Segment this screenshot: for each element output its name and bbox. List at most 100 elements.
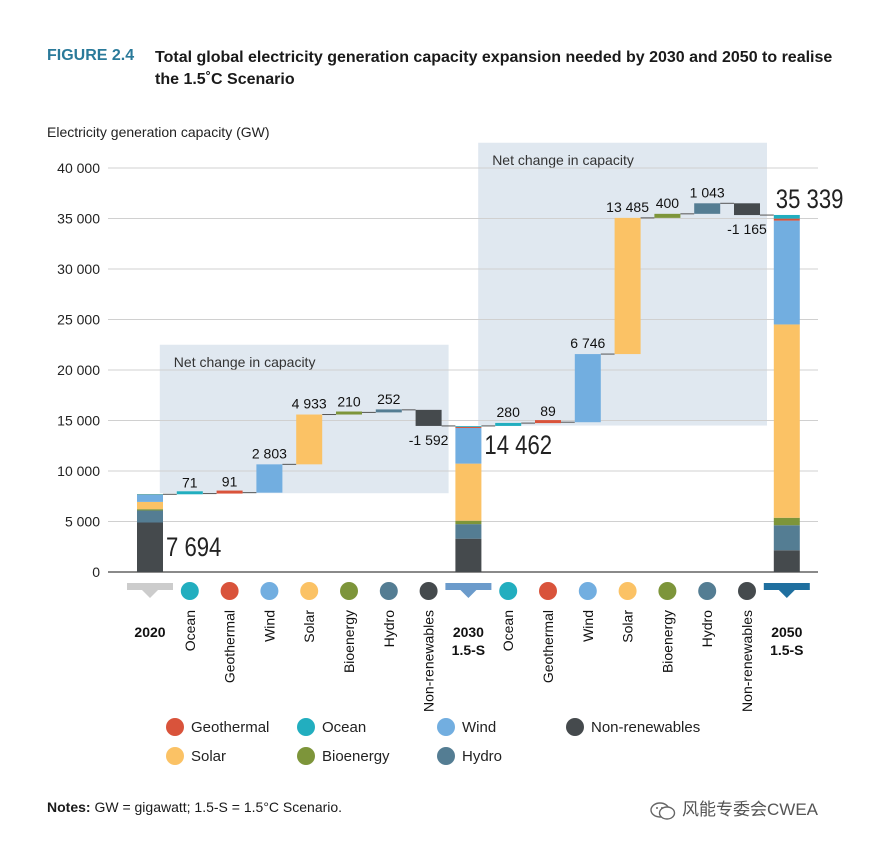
- y-tick-label: 30 000: [57, 261, 100, 277]
- total-marker-arrow-2050: [778, 590, 795, 598]
- change-bar-solar: [296, 414, 323, 465]
- total-marker-bar-2050: [763, 583, 810, 590]
- y-tick-label: 10 000: [57, 463, 100, 479]
- change-bar-ocean: [495, 422, 522, 426]
- legend-swatch-hydro: [437, 747, 455, 765]
- change-bar-bioenergy: [654, 213, 681, 218]
- change-bar-hydro: [375, 409, 402, 413]
- category-label: Wind: [261, 610, 277, 642]
- total-value-label: 7 694: [166, 533, 221, 563]
- y-tick-label: 40 000: [57, 160, 100, 176]
- total-bar-segment-bioenergy: [455, 520, 482, 525]
- total-bar-segment-ocean: [773, 214, 800, 219]
- category-marker-solar: [618, 582, 637, 600]
- legend-swatch-wind: [437, 718, 455, 736]
- legend-label: Non-renewables: [591, 719, 700, 736]
- total-bar-segment-nonrenewables: [773, 550, 800, 572]
- figure-label: FIGURE 2.4: [47, 47, 135, 64]
- category-marker-solar: [300, 582, 319, 600]
- category-label: Hydro: [699, 610, 715, 648]
- category-marker-wind: [578, 582, 597, 600]
- category-marker-bioenergy: [340, 582, 358, 600]
- total-bar-segment-nonrenewables: [137, 522, 163, 572]
- notes: Notes: GW = gigawatt; 1.5-S = 1.5°C Scen…: [47, 799, 342, 815]
- total-bar-segment-nonrenewables: [455, 538, 482, 572]
- category-marker-wind: [260, 582, 279, 600]
- total-value-label: 14 462: [484, 431, 552, 461]
- category-marker-nonrenewables: [738, 582, 756, 600]
- total-bar-segment-geothermal: [455, 426, 482, 428]
- category-marker-hydro: [379, 582, 398, 600]
- total-bar-segment-ocean: [455, 426, 482, 427]
- total-marker-bar-2030: [445, 583, 492, 590]
- change-value-label: 280: [497, 404, 521, 420]
- y-tick-label: 5 000: [65, 514, 100, 530]
- category-label: Ocean: [182, 610, 198, 651]
- y-tick-label: 25 000: [57, 312, 100, 328]
- change-bar-wind: [256, 464, 283, 493]
- legend-label: Wind: [462, 719, 496, 736]
- category-marker-bioenergy: [658, 582, 677, 600]
- change-value-label: 4 933: [292, 396, 327, 412]
- change-value-label: 1 043: [690, 184, 725, 200]
- legend-swatch-geothermal: [166, 718, 184, 736]
- total-bar-segment-hydro: [773, 525, 800, 551]
- legend-swatch-solar: [166, 747, 184, 765]
- total-bar-segment-bioenergy: [773, 517, 800, 526]
- y-axis-label: Electricity generation capacity (GW): [47, 124, 270, 140]
- change-value-label: 71: [182, 475, 198, 491]
- change-value-label: -1 592: [409, 432, 449, 448]
- change-bar-hydro: [694, 203, 721, 214]
- category-label: Bioenergy: [659, 610, 675, 673]
- category-label: Geothermal: [540, 610, 556, 683]
- total-bar-segment-solar: [773, 324, 800, 518]
- category-label: Hydro: [381, 610, 397, 648]
- change-bar-geothermal: [216, 490, 243, 494]
- category-marker-ocean: [499, 582, 518, 600]
- change-value-label: 89: [540, 403, 556, 419]
- total-value-label: 35 339: [776, 185, 844, 215]
- change-value-label: 252: [377, 391, 401, 407]
- change-value-label: 400: [656, 195, 680, 211]
- y-tick-label: 15 000: [57, 413, 100, 429]
- category-label: 2050: [771, 624, 802, 640]
- figure-title: Total global electricity generation capa…: [155, 49, 833, 88]
- category-sublabel: 1.5-S: [452, 642, 485, 658]
- category-label: Non-renewables: [739, 610, 755, 712]
- total-bar-segment-solar: [137, 501, 163, 510]
- net-change-panel-label-1: Net change in capacity: [174, 354, 316, 370]
- total-bar-segment-hydro: [137, 510, 163, 523]
- notes-bold: Notes:: [47, 799, 91, 815]
- category-label: Solar: [620, 610, 636, 643]
- watermark-text: 风能专委会CWEA: [682, 800, 818, 819]
- category-label: Wind: [580, 610, 596, 642]
- total-bar-segment-ocean: [137, 494, 163, 495]
- category-label: Non-renewables: [421, 610, 437, 712]
- legend-label: Hydro: [462, 748, 502, 765]
- change-bar-non-renewables: [734, 203, 760, 216]
- legend-label: Bioenergy: [322, 748, 390, 765]
- total-bar-segment-solar: [455, 463, 482, 521]
- change-bar-solar: [614, 217, 641, 355]
- legend-label: Ocean: [322, 719, 366, 736]
- total-marker-arrow-2030: [460, 590, 477, 598]
- total-marker-arrow-2020: [142, 590, 158, 598]
- net-change-panel-label-2: Net change in capacity: [492, 152, 634, 168]
- change-bar-bioenergy: [336, 411, 362, 415]
- notes-text: GW = gigawatt; 1.5-S = 1.5°C Scenario.: [90, 799, 343, 815]
- legend-label: Solar: [191, 748, 226, 765]
- category-sublabel: 1.5-S: [770, 642, 803, 658]
- legend-swatch-nonrenewables: [566, 718, 584, 736]
- category-label: 2020: [134, 624, 165, 640]
- change-value-label: -1 165: [727, 221, 767, 237]
- category-label: Ocean: [500, 610, 516, 651]
- change-value-label: 13 485: [606, 199, 649, 215]
- category-marker-nonrenewables: [419, 582, 438, 600]
- total-bar-segment-geothermal: [773, 218, 800, 221]
- y-tick-label: 35 000: [57, 211, 100, 227]
- category-marker-hydro: [698, 582, 717, 600]
- category-label: Bioenergy: [341, 610, 357, 673]
- total-bar-segment-bioenergy: [137, 509, 163, 511]
- change-value-label: 210: [337, 393, 361, 409]
- y-tick-label: 0: [92, 564, 100, 580]
